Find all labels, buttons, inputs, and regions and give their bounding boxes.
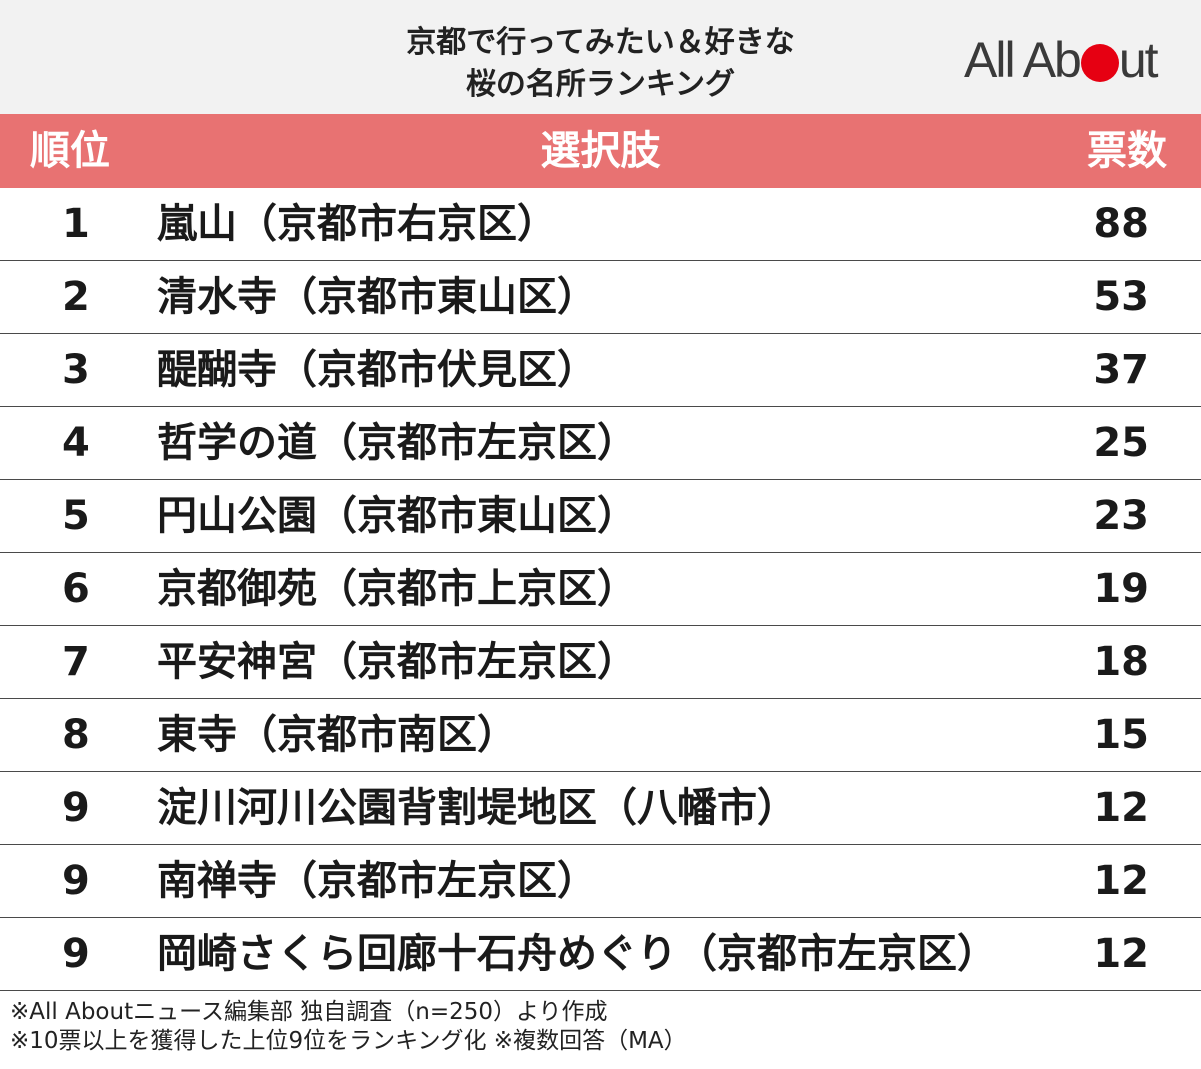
cell-choice: 東寺（京都市南区）	[157, 712, 517, 758]
table-row: 6 京都御苑（京都市上京区） 19	[0, 553, 1201, 626]
cell-votes: 12	[1093, 931, 1149, 977]
cell-rank: 2	[62, 274, 90, 320]
cell-votes: 12	[1093, 785, 1149, 831]
cell-choice: 醍醐寺（京都市伏見区）	[157, 347, 597, 393]
cell-choice: 清水寺（京都市東山区）	[157, 274, 597, 320]
cell-votes: 19	[1093, 566, 1149, 612]
title-bar: 京都で行ってみたい＆好きな 桜の名所ランキング All Ab ut	[0, 0, 1201, 114]
table-row: 9 岡崎さくら回廊十石舟めぐり（京都市左京区） 12	[0, 918, 1201, 991]
cell-choice: 淀川河川公園背割堤地区（八幡市）	[157, 785, 797, 831]
cell-votes: 23	[1093, 493, 1149, 539]
footnote-1: ※All Aboutニュース編集部 独自調査（n=250）より作成	[10, 999, 608, 1025]
logo-text-left: All Ab	[964, 32, 1082, 88]
cell-rank: 7	[62, 639, 90, 685]
table-row: 8 東寺（京都市南区） 15	[0, 699, 1201, 772]
header-votes: 票数	[1087, 128, 1167, 174]
logo-dot-icon	[1080, 44, 1119, 82]
cell-rank: 1	[62, 201, 90, 247]
cell-rank: 9	[62, 785, 90, 831]
cell-rank: 9	[62, 858, 90, 904]
cell-votes: 88	[1093, 201, 1149, 247]
table-row: 1 嵐山（京都市右京区） 88	[0, 188, 1201, 261]
cell-votes: 12	[1093, 858, 1149, 904]
cell-choice: 嵐山（京都市右京区）	[157, 201, 557, 247]
cell-rank: 9	[62, 931, 90, 977]
cell-rank: 3	[62, 347, 90, 393]
title-line-1: 京都で行ってみたい＆好きな	[406, 25, 795, 60]
cell-rank: 4	[62, 420, 90, 466]
footnotes: ※All Aboutニュース編集部 独自調査（n=250）より作成 ※10票以上…	[10, 998, 687, 1056]
cell-choice: 哲学の道（京都市左京区）	[157, 420, 637, 466]
cell-votes: 18	[1093, 639, 1149, 685]
footnote-2: ※10票以上を獲得した上位9位をランキング化 ※複数回答（MA）	[10, 1028, 687, 1054]
cell-votes: 53	[1093, 274, 1149, 320]
cell-choice: 岡崎さくら回廊十石舟めぐり（京都市左京区）	[157, 931, 997, 977]
table-row: 3 醍醐寺（京都市伏見区） 37	[0, 334, 1201, 407]
cell-rank: 8	[62, 712, 90, 758]
table-header: 選択肢 順位 票数	[0, 114, 1201, 188]
table-row: 9 淀川河川公園背割堤地区（八幡市） 12	[0, 772, 1201, 845]
cell-choice: 京都御苑（京都市上京区）	[157, 566, 637, 612]
logo-text-right: ut	[1118, 32, 1159, 88]
cell-choice: 円山公園（京都市東山区）	[157, 493, 637, 539]
cell-votes: 15	[1093, 712, 1149, 758]
table-row: 5 円山公園（京都市東山区） 23	[0, 480, 1201, 553]
cell-votes: 25	[1093, 420, 1149, 466]
allabout-logo: All Ab ut	[964, 32, 1159, 88]
cell-votes: 37	[1093, 347, 1149, 393]
table-row: 7 平安神宮（京都市左京区） 18	[0, 626, 1201, 699]
header-rank: 順位	[30, 128, 110, 174]
table-row: 4 哲学の道（京都市左京区） 25	[0, 407, 1201, 480]
cell-rank: 5	[62, 493, 90, 539]
cell-choice: 南禅寺（京都市左京区）	[157, 858, 597, 904]
header-choice: 選択肢	[540, 128, 661, 174]
cell-choice: 平安神宮（京都市左京区）	[157, 639, 637, 685]
table-row: 2 清水寺（京都市東山区） 53	[0, 261, 1201, 334]
chart-title: 京都で行ってみたい＆好きな 桜の名所ランキング	[0, 22, 1201, 106]
title-line-2: 桜の名所ランキング	[465, 67, 736, 102]
cell-rank: 6	[62, 566, 90, 612]
table-body: 1 嵐山（京都市右京区） 88 2 清水寺（京都市東山区） 53 3 醍醐寺（京都市伏見区） 3…	[0, 188, 1201, 991]
table-row: 9 南禅寺（京都市左京区） 12	[0, 845, 1201, 918]
